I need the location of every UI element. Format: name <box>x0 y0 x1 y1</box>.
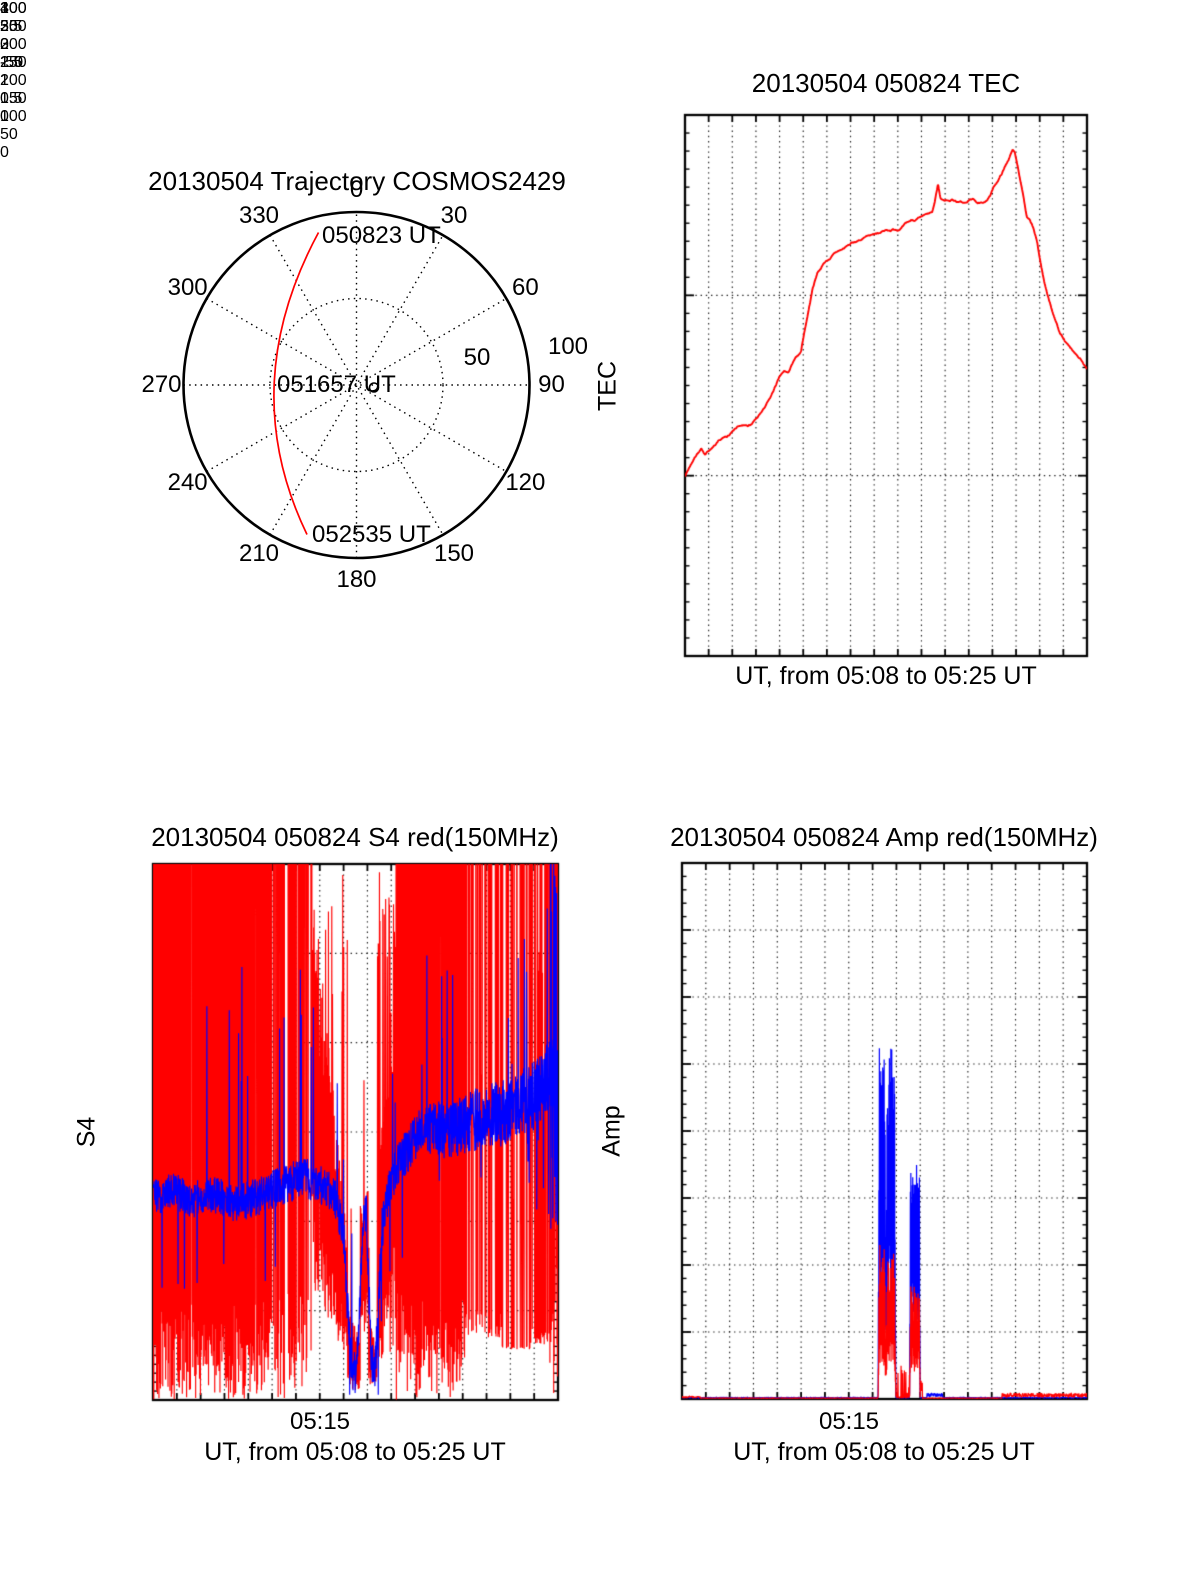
trajectory-mid-time: 051657 UT <box>277 371 396 398</box>
amp-x-axis-label: UT, from 05:08 to 05:25 UT <box>733 1438 1035 1466</box>
amp-title: 20130504 050824 Amp red(150MHz) <box>670 822 1098 852</box>
amp-ytick-label: 300 <box>0 36 27 53</box>
polar-azimuth-label: 180 <box>336 566 377 593</box>
polar-spoke <box>206 297 507 473</box>
amp-ytick-label: 0 <box>0 144 9 161</box>
amp-ytick-label: 50 <box>0 126 18 143</box>
amp-ytick-label: 400 <box>0 0 27 17</box>
trajectory-path <box>273 232 320 535</box>
trajectory-start-time: 050823 UT <box>322 222 441 249</box>
polar-radial-label: 50 <box>463 344 491 371</box>
tec-ytick-label: 50 <box>0 18 18 35</box>
s4-ytick-label: 2 <box>0 36 9 53</box>
amp-ytick-label: 100 <box>0 108 27 125</box>
polar-azimuth-label: 120 <box>505 468 546 496</box>
trajectory-title: 20130504 Trajectory COSMOS2429 <box>148 166 566 196</box>
tec-ytick-label: -50 <box>0 54 24 71</box>
tec-ytick-label: 100 <box>0 0 27 17</box>
polar-azimuth-label: 30 <box>440 202 468 230</box>
trajectory-marker <box>368 382 380 393</box>
trajectory-end-time: 052535 UT <box>312 521 431 548</box>
polar-spoke <box>269 234 444 536</box>
s4-ytick-label: 0.5 <box>0 90 23 107</box>
polar-azimuth-label: 60 <box>512 273 539 301</box>
tec-ytick-label: 0 <box>0 36 9 53</box>
polar-azimuth-label: 0 <box>349 176 364 203</box>
s4-x-axis-label: UT, from 05:08 to 05:25 UT <box>204 1438 506 1466</box>
tec-x-axis-label: UT, from 05:08 to 05:25 UT <box>735 662 1037 690</box>
s4-ytick-label: 1 <box>0 72 9 89</box>
polar-azimuth-label: 150 <box>433 539 475 567</box>
amp-xtick-label: 05:15 <box>818 1408 880 1435</box>
s4-ytick-label: 0 <box>0 108 9 125</box>
polar-radial-label: 100 <box>547 333 589 360</box>
s4-plot-canvas <box>149 860 562 1404</box>
s4-xtick-label: 05:15 <box>289 1408 351 1435</box>
s4-ytick-label: 2.5 <box>0 18 23 35</box>
tec-title: 20130504 050824 TEC <box>751 68 1021 98</box>
polar-spoke <box>206 297 507 473</box>
amp-plot-canvas <box>678 859 1091 1403</box>
polar-outer-circle <box>182 210 531 560</box>
s4-ytick-label: 3 <box>0 0 9 17</box>
amp-ytick-label: 250 <box>0 54 27 71</box>
amp-ytick-label: 150 <box>0 90 27 107</box>
amp-y-axis-label: Amp <box>597 1105 626 1157</box>
polar-azimuth-label: 240 <box>167 468 208 496</box>
polar-grid-circle-50 <box>269 297 444 473</box>
polar-azimuth-label: 210 <box>238 539 280 567</box>
polar-azimuth-label: 330 <box>238 202 280 230</box>
trajectory-skyplot <box>182 210 531 560</box>
polar-azimuth-label: 90 <box>538 371 565 398</box>
polar-azimuth-label: 270 <box>141 371 182 398</box>
amp-ytick-label: 200 <box>0 72 27 89</box>
amp-ytick-label: 350 <box>0 18 27 35</box>
s4-ytick-label: 1.5 <box>0 54 23 71</box>
polar-spoke <box>269 234 444 536</box>
tec-plot-canvas <box>681 111 1091 660</box>
s4-title: 20130504 050824 S4 red(150MHz) <box>151 822 559 852</box>
polar-azimuth-label: 300 <box>167 273 208 301</box>
